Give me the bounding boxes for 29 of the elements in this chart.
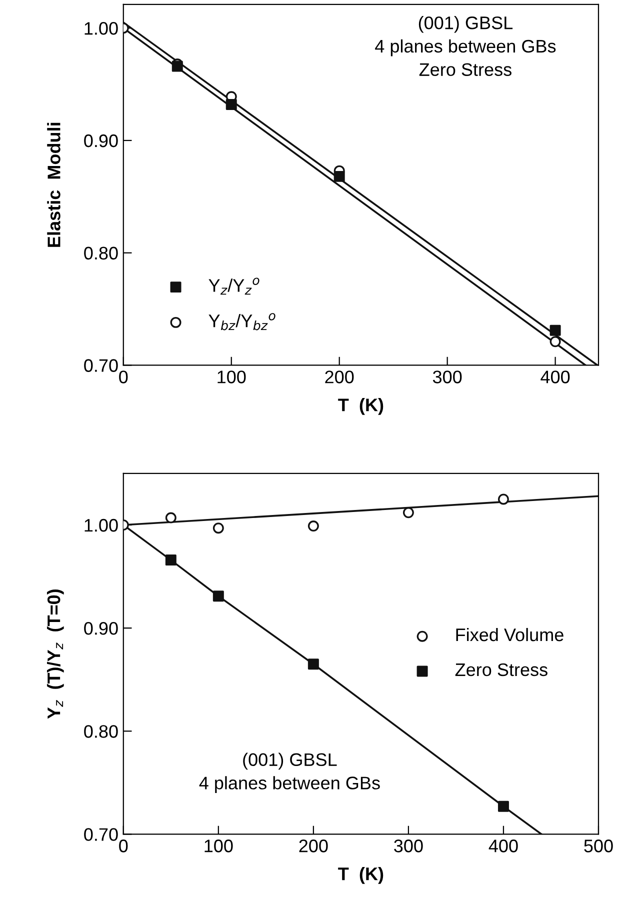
annotation: (001) GBSL 4 planes between GBs (199, 752, 380, 793)
x-tick-label: 200 (325, 370, 354, 384)
y-tick-label: 0.70 (84, 828, 118, 841)
x-tick-label: 400 (540, 370, 570, 384)
y-tick-label: 0.80 (84, 246, 118, 260)
y-tick-label: 1.00 (84, 518, 118, 532)
y-tick-label: 0.80 (84, 725, 118, 738)
y-tick-label: 0.90 (84, 622, 118, 635)
y-axis-title: Y$_{z}$ (T)/Y$_{z}$ (T=0) (46, 590, 64, 719)
x-tick-label: 400 (488, 840, 518, 852)
x-tick-label: 100 (218, 370, 246, 384)
annotation: (001) GBSL 4 planes between GBs Zero Stress (375, 16, 556, 76)
x-tick-label: 300 (394, 840, 423, 852)
legend-label: Y$_{z}$/Y$_{z}$$^{o}$ (208, 278, 260, 295)
x-tick-label: 200 (299, 840, 328, 852)
legend-label: Fixed Volume (456, 628, 564, 642)
x-tick-label: 0 (119, 840, 128, 852)
x-axis-title: T (K) (338, 398, 384, 415)
x-axis-title: T (K) (338, 867, 384, 884)
x-tick-label: 500 (584, 840, 613, 852)
y-tick-label: 1.00 (84, 22, 118, 35)
x-tick-label: 0 (119, 370, 128, 384)
y-tick-label: 0.90 (84, 134, 118, 148)
y-tick-label: 0.70 (84, 359, 118, 372)
x-tick-label: 300 (432, 370, 462, 384)
legend-label: Zero Stress (455, 663, 548, 676)
x-tick-label: 100 (204, 840, 233, 852)
legend-label: Y$_{bz}$/Y$_{bz}$$^{o}$ (208, 313, 276, 330)
y-axis-title: Elastic Moduli (47, 122, 60, 247)
